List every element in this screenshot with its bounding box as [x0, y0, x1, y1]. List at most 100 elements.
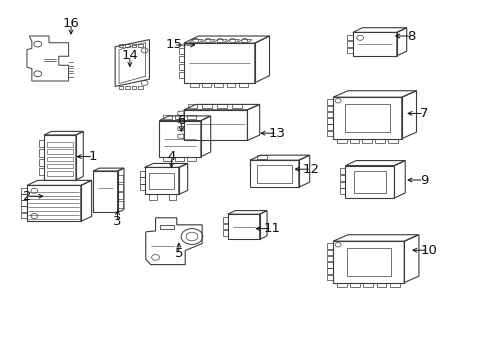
Bar: [169, 194, 176, 200]
Bar: [175, 157, 184, 161]
Text: 12: 12: [303, 163, 319, 176]
Text: 8: 8: [407, 30, 416, 42]
Bar: [184, 110, 247, 140]
Bar: [327, 249, 333, 255]
Bar: [119, 86, 123, 89]
Bar: [125, 44, 130, 47]
Bar: [93, 171, 118, 212]
Bar: [119, 44, 123, 47]
Text: 6: 6: [177, 114, 186, 127]
Text: 7: 7: [419, 107, 428, 120]
Bar: [149, 173, 174, 189]
Bar: [190, 83, 199, 87]
Bar: [187, 115, 196, 119]
Bar: [179, 56, 184, 62]
Bar: [226, 83, 236, 87]
Bar: [21, 188, 27, 194]
Bar: [375, 139, 385, 143]
Bar: [175, 115, 184, 119]
Bar: [138, 86, 143, 89]
Text: 16: 16: [63, 17, 79, 30]
Bar: [179, 48, 184, 54]
Bar: [27, 185, 81, 221]
Bar: [364, 283, 373, 287]
Bar: [347, 48, 353, 53]
Bar: [184, 43, 255, 83]
Text: 11: 11: [264, 222, 280, 235]
Bar: [257, 155, 267, 159]
Bar: [327, 125, 333, 130]
Text: 13: 13: [269, 127, 285, 140]
Bar: [340, 182, 345, 188]
Bar: [21, 212, 27, 218]
Bar: [340, 175, 345, 181]
Text: 1: 1: [89, 150, 98, 163]
Bar: [140, 184, 145, 190]
Bar: [337, 283, 347, 287]
Bar: [21, 207, 27, 212]
Bar: [327, 99, 333, 105]
Bar: [140, 171, 145, 177]
Bar: [347, 41, 353, 47]
Bar: [345, 166, 394, 198]
Bar: [250, 160, 299, 187]
Bar: [39, 140, 44, 147]
Bar: [118, 184, 123, 191]
Text: 9: 9: [419, 174, 428, 186]
Bar: [47, 149, 73, 154]
Bar: [327, 131, 333, 136]
Bar: [327, 105, 333, 111]
Bar: [223, 224, 228, 229]
Bar: [215, 83, 223, 87]
Bar: [327, 243, 333, 249]
Bar: [327, 256, 333, 261]
Bar: [39, 168, 44, 175]
Bar: [347, 248, 391, 276]
Bar: [350, 283, 360, 287]
Bar: [21, 201, 27, 206]
Bar: [202, 83, 211, 87]
Bar: [179, 64, 184, 70]
Bar: [39, 159, 44, 166]
Bar: [47, 142, 73, 147]
Bar: [257, 165, 292, 183]
Text: 3: 3: [113, 215, 122, 228]
Bar: [138, 44, 143, 47]
Bar: [347, 35, 353, 40]
Bar: [217, 104, 227, 108]
Bar: [337, 139, 347, 143]
Bar: [118, 192, 123, 199]
Text: 2: 2: [23, 190, 31, 203]
Bar: [223, 217, 228, 223]
Bar: [239, 83, 247, 87]
Bar: [47, 164, 73, 168]
Bar: [39, 149, 44, 157]
Bar: [202, 104, 212, 108]
Bar: [149, 194, 157, 200]
Bar: [188, 104, 197, 108]
Bar: [179, 72, 184, 78]
Bar: [327, 118, 333, 123]
Bar: [333, 241, 404, 283]
Bar: [327, 269, 333, 274]
Bar: [333, 97, 402, 139]
Bar: [353, 32, 397, 56]
Text: 5: 5: [174, 247, 183, 260]
Bar: [228, 214, 260, 239]
Bar: [118, 175, 123, 182]
Text: 14: 14: [122, 49, 138, 62]
Bar: [354, 171, 386, 193]
Bar: [47, 157, 73, 161]
Bar: [388, 139, 398, 143]
Text: 4: 4: [167, 150, 176, 163]
Bar: [390, 283, 400, 287]
Bar: [163, 157, 172, 161]
Bar: [118, 201, 123, 208]
Bar: [140, 177, 145, 184]
Bar: [132, 44, 136, 47]
Bar: [44, 135, 76, 180]
Bar: [327, 112, 333, 117]
Bar: [47, 171, 73, 176]
Bar: [327, 275, 333, 280]
Bar: [160, 225, 174, 230]
